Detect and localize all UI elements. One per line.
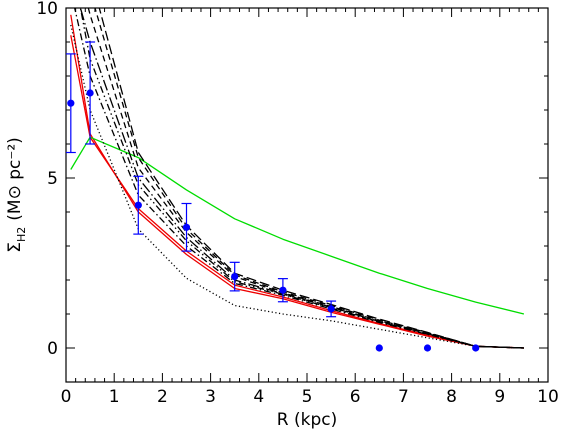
y-axis-title-symbol: Σ [5, 242, 25, 253]
x-tick-label: 1 [109, 387, 120, 407]
x-tick-label: 9 [494, 387, 505, 407]
series-line-green-solid [70, 136, 525, 315]
data-point [472, 344, 480, 352]
x-tick-label: 0 [61, 387, 72, 407]
series-line-dash-dot-dot [79, 8, 524, 349]
svg-text:ΣH2(M⊙ pc⁻²): ΣH2 (M⊙ pc⁻²) [5, 137, 28, 253]
series-line-long-dash-dot [79, 8, 524, 349]
data-point [231, 273, 239, 281]
data-point [86, 89, 94, 97]
y-axis-title-subscript: H2 [15, 227, 28, 242]
series-line-dashed [94, 8, 524, 349]
axis-tick-labels: 0 1 2 3 4 5 6 7 8 9 10 0 5 10 [36, 0, 558, 407]
y-axis-title: ΣH2 (M⊙ pc⁻²) [5, 137, 28, 253]
data-point [375, 344, 383, 352]
x-tick-label: 4 [253, 387, 264, 407]
data-point [423, 344, 432, 352]
x-tick-label: 10 [537, 387, 559, 407]
data-point [279, 286, 287, 294]
x-tick-label: 5 [302, 387, 313, 407]
y-tick-label: 0 [47, 339, 58, 359]
x-tick-label: 2 [157, 387, 168, 407]
y-tick-label: 10 [36, 0, 58, 19]
data-point [134, 201, 142, 209]
y-axis-title-units: (M⊙ pc⁻²) [5, 137, 25, 221]
data-point [67, 99, 75, 107]
series-line-dash-dot [73, 8, 524, 349]
x-tick-label: 3 [205, 387, 216, 407]
model-curves [70, 8, 525, 349]
series-line-dotted [70, 24, 524, 349]
x-tick-label: 7 [398, 387, 409, 407]
data-point [182, 223, 191, 231]
y-tick-label: 5 [47, 169, 58, 189]
series-line-long-dash [98, 8, 524, 349]
observed-points [66, 41, 480, 352]
series-line-dashed [87, 8, 524, 349]
x-tick-label: 6 [350, 387, 361, 407]
axis-ticks [65, 7, 549, 383]
x-axis-title: R (kpc) [277, 410, 337, 430]
data-point [327, 305, 335, 313]
x-tick-label: 8 [446, 387, 457, 407]
